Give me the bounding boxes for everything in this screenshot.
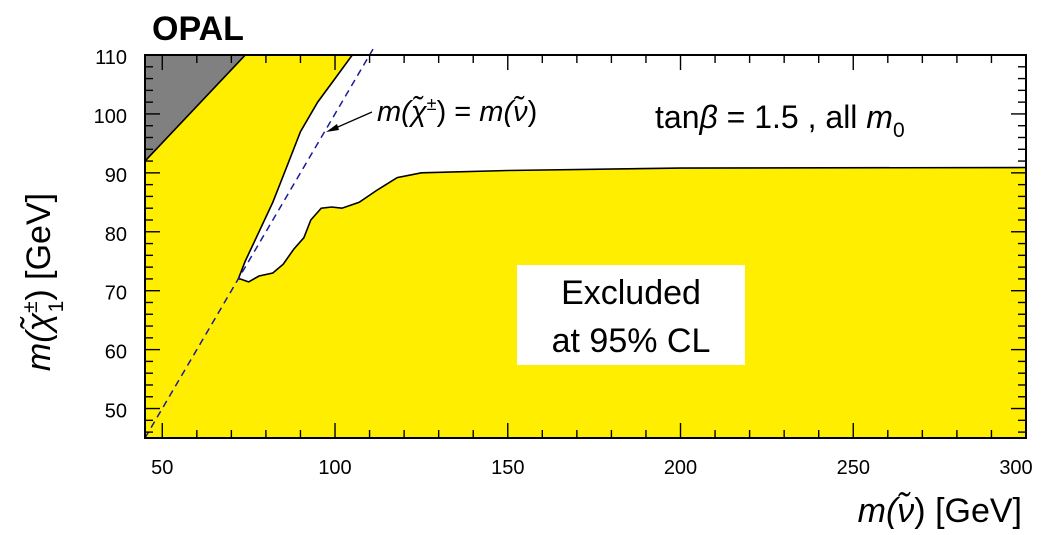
annotation-arrow-head [326, 124, 339, 132]
experiment-label: OPAL [152, 10, 244, 48]
allowed-island-boundary [237, 54, 1027, 283]
y-tick-label: 50 [105, 401, 127, 423]
excluded-label-line1: Excluded [561, 274, 701, 312]
plot-frame [144, 54, 1027, 439]
diagonal-annotation: m(χ̃±) = m(ν̃) [326, 94, 537, 132]
x-tick-label: 50 [151, 457, 173, 479]
x-axis-label: m(ν̃) [GeV] [858, 492, 1022, 530]
x-tick-label: 100 [318, 457, 351, 479]
excluded-region [145, 55, 1026, 438]
y-tick-label: 60 [105, 342, 127, 364]
y-tick-label: 100 [94, 106, 127, 128]
y-tick-label: 90 [105, 165, 127, 187]
plot-area [144, 48, 1027, 439]
y-axis-label: m(χ̃± 1) [GeV] [19, 193, 68, 371]
axis-ticks [145, 55, 1026, 438]
excluded-label-line2: at 95% CL [552, 322, 711, 360]
x-tick-label: 200 [664, 457, 697, 479]
excluded-label-box: Excluded at 95% CL [517, 265, 745, 365]
y-tick-labels: 50 60 70 80 90 100 110 [94, 47, 127, 423]
y-tick-label: 80 [105, 224, 127, 246]
x-tick-label: 250 [837, 457, 870, 479]
y-tick-label: 70 [105, 283, 127, 305]
diagonal-line-label: m(χ̃±) = m(ν̃) [377, 94, 537, 128]
diagonal-dashed-line [144, 48, 374, 439]
excluded-label-background [517, 265, 745, 365]
x-tick-label: 300 [999, 457, 1032, 479]
x-tick-label: 150 [491, 457, 524, 479]
parameter-label: tanβ = 1.5 , all m0 [655, 99, 905, 142]
x-tick-labels: 50 100 150 200 250 300 [151, 457, 1033, 479]
y-tick-label: 110 [95, 47, 127, 69]
